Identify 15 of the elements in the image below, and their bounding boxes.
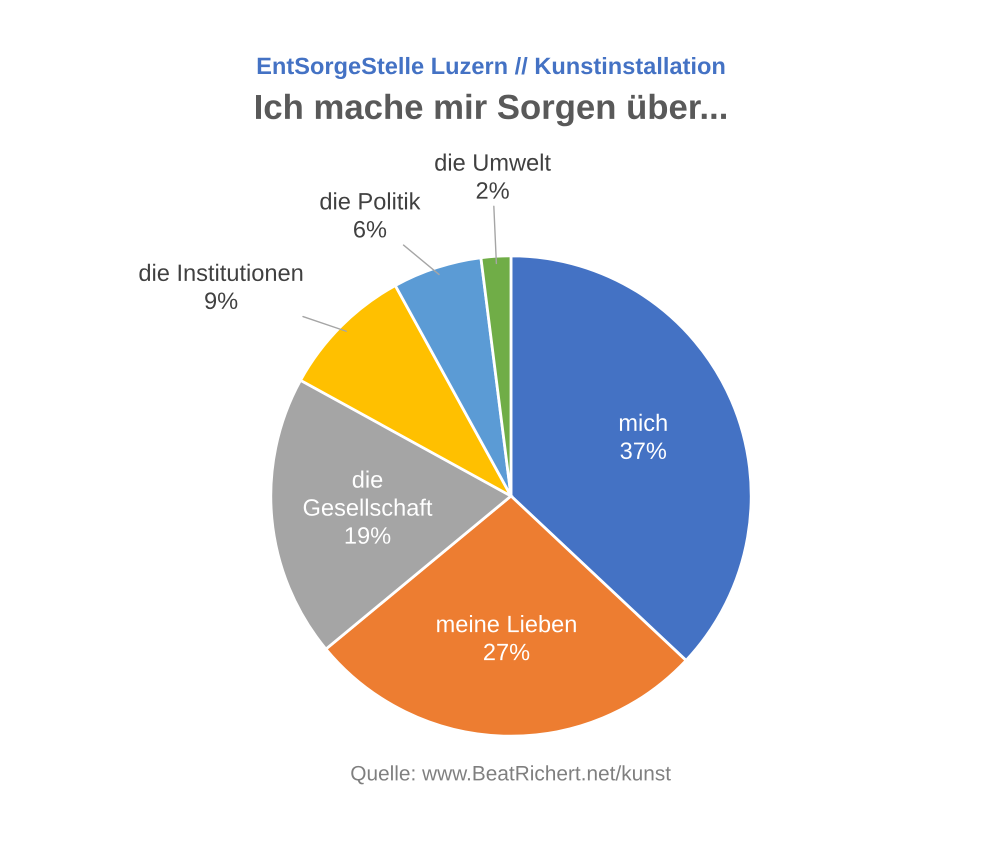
data-label: 37% [620,442,666,460]
slice-label: die Umwelt [435,154,551,171]
chart-title: Ich mache mir Sorgen über... [256,94,726,126]
slice-label: mich [620,414,667,432]
slice-label: die Institutionen [139,264,302,282]
data-label: 27% [484,644,530,660]
slice-label: meine Lieben [437,615,576,632]
data-label: 9% [205,292,238,310]
data-label: 19% [346,527,390,544]
slice-label: die Politik [320,192,420,210]
slice-label: die Gesellschaft [304,470,432,516]
data-label: 2% [476,182,509,199]
chart-subtitle: EntSorgeStelle Luzern // Kunstinstallation [258,56,724,80]
data-label: 6% [354,220,386,238]
source-note: Quelle: www.BeatRichert.net/kunst [351,765,671,784]
